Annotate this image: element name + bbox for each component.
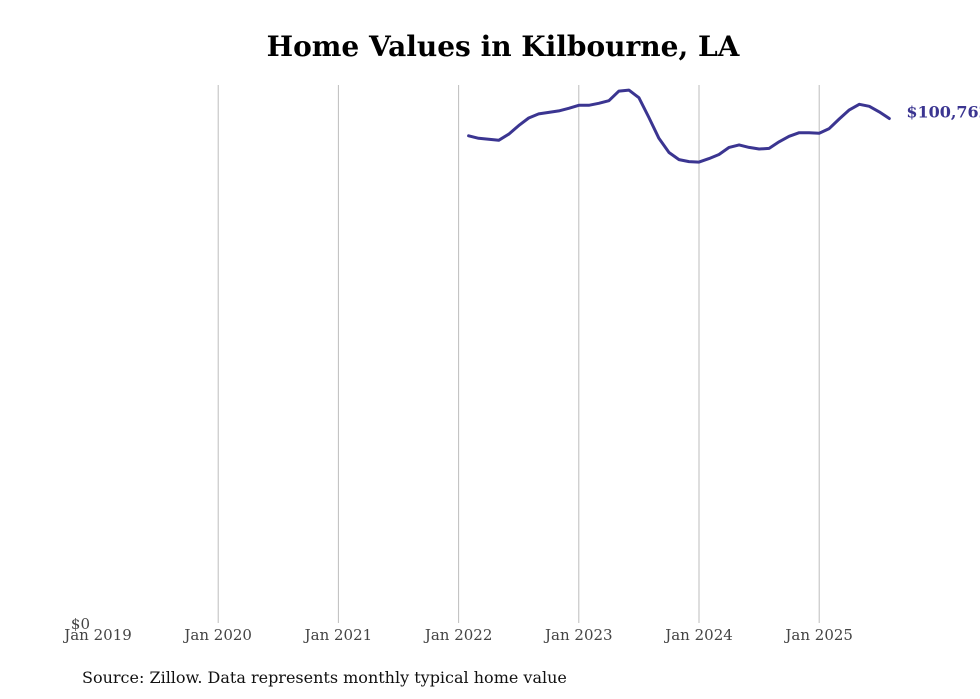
x-tick-labels: Jan 2019 Jan 2020 Jan 2021 Jan 2022 Jan 2023… xyxy=(62,626,853,644)
series-line-0 xyxy=(467,88,891,164)
x-tick-label: Jan 2020 xyxy=(182,626,252,644)
end-value-label: $100,762 xyxy=(906,102,980,121)
annotations: $100,762 xyxy=(906,102,980,121)
x-tick-label: Jan 2021 xyxy=(303,626,373,644)
y-tick-label: $0 xyxy=(71,615,90,633)
x-gridlines xyxy=(217,85,820,623)
y-tick-labels: $0 xyxy=(71,615,90,633)
source-note: Source: Zillow. Data represents monthly … xyxy=(82,668,567,687)
chart-title: Home Values in Kilbourne, LA xyxy=(266,30,740,63)
series-layer xyxy=(467,88,891,164)
x-tick-label: Jan 2023 xyxy=(543,626,613,644)
x-tick-label: Jan 2025 xyxy=(783,626,853,644)
x-tick-label: Jan 2019 xyxy=(62,626,132,644)
x-tick-label: Jan 2022 xyxy=(423,626,493,644)
x-tick-label: Jan 2024 xyxy=(663,626,733,644)
